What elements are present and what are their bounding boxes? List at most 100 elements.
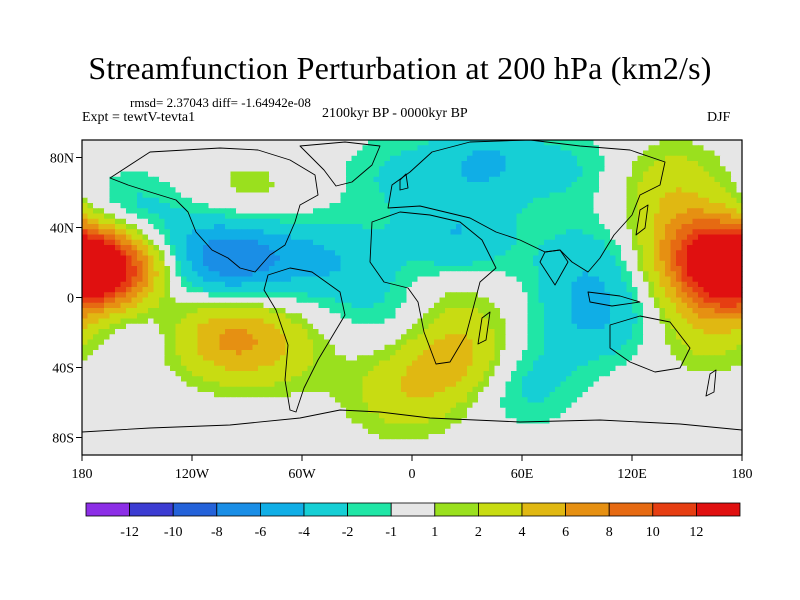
- field-cell: [142, 197, 149, 204]
- field-cell: [467, 229, 474, 236]
- field-cell: [142, 281, 149, 288]
- field-cell: [357, 271, 364, 278]
- field-cell: [648, 323, 655, 330]
- field-cell: [505, 297, 512, 304]
- field-cell: [500, 218, 507, 225]
- field-cell: [186, 176, 193, 183]
- field-cell: [329, 166, 336, 173]
- field-cell: [720, 176, 727, 183]
- field-cell: [538, 329, 545, 335]
- field-cell: [560, 192, 567, 199]
- field-cell: [676, 250, 683, 257]
- field-cell: [406, 271, 413, 278]
- field-cell: [527, 339, 534, 346]
- field-cell: [335, 150, 342, 157]
- field-cell: [439, 287, 446, 293]
- field-cell: [659, 318, 666, 325]
- field-cell: [687, 287, 694, 293]
- field-cell: [434, 339, 441, 346]
- field-cell: [208, 182, 215, 188]
- field-cell: [346, 308, 353, 314]
- field-cell: [104, 292, 111, 299]
- field-cell: [285, 339, 292, 346]
- field-cell: [582, 266, 589, 272]
- field-cell: [164, 329, 171, 335]
- field-cell: [615, 308, 622, 314]
- field-cell: [692, 224, 699, 230]
- field-cell: [516, 176, 523, 183]
- field-cell: [373, 260, 380, 267]
- field-cell: [82, 271, 89, 278]
- field-cell: [340, 203, 347, 209]
- field-cell: [593, 150, 600, 157]
- field-cell: [247, 266, 254, 272]
- field-cell: [505, 234, 512, 241]
- field-cell: [219, 187, 226, 194]
- field-cell: [599, 287, 606, 293]
- field-cell: [560, 150, 567, 157]
- field-cell: [104, 155, 111, 162]
- field-cell: [324, 213, 331, 220]
- field-cell: [362, 176, 369, 183]
- field-cell: [247, 239, 254, 246]
- field-cell: [731, 344, 738, 351]
- field-cell: [175, 276, 182, 283]
- field-cell: [302, 323, 309, 330]
- field-cell: [632, 229, 639, 236]
- field-cell: [335, 313, 342, 320]
- field-cell: [390, 339, 397, 346]
- field-cell: [736, 182, 743, 188]
- field-cell: [269, 313, 276, 320]
- field-cell: [104, 355, 111, 362]
- field-cell: [269, 266, 276, 272]
- field-cell: [192, 334, 199, 341]
- field-cell: [445, 266, 452, 272]
- field-cell: [428, 334, 435, 341]
- field-cell: [423, 140, 430, 146]
- field-cell: [390, 308, 397, 314]
- field-cell: [252, 166, 259, 173]
- field-cell: [478, 166, 485, 173]
- field-cell: [582, 323, 589, 330]
- field-cell: [511, 224, 518, 230]
- field-cell: [720, 171, 727, 178]
- field-cell: [626, 171, 633, 178]
- field-cell: [593, 250, 600, 257]
- field-cell: [175, 260, 182, 267]
- field-cell: [566, 313, 573, 320]
- field-cell: [472, 182, 479, 188]
- field-cell: [687, 308, 694, 314]
- field-cell: [593, 350, 600, 356]
- field-cell: [98, 287, 105, 293]
- field-cell: [703, 213, 710, 220]
- field-cell: [703, 166, 710, 173]
- field-cell: [87, 292, 94, 299]
- field-cell: [505, 260, 512, 267]
- field-cell: [445, 281, 452, 288]
- field-cell: [632, 255, 639, 262]
- field-cell: [538, 313, 545, 320]
- field-cell: [181, 239, 188, 246]
- field-cell: [241, 287, 248, 293]
- field-cell: [247, 313, 254, 320]
- field-cell: [197, 339, 204, 346]
- field-cell: [291, 318, 298, 325]
- field-cell: [643, 350, 650, 356]
- field-cell: [505, 224, 512, 230]
- field-cell: [313, 255, 320, 262]
- field-cell: [313, 218, 320, 225]
- field-cell: [236, 171, 243, 178]
- field-cell: [175, 339, 182, 346]
- field-cell: [483, 313, 490, 320]
- field-cell: [258, 145, 265, 152]
- field-cell: [406, 245, 413, 251]
- field-cell: [643, 297, 650, 304]
- field-cell: [621, 218, 628, 225]
- field-cell: [159, 329, 166, 335]
- field-cell: [236, 192, 243, 199]
- field-cell: [137, 182, 144, 188]
- field-cell: [599, 260, 606, 267]
- field-cell: [703, 234, 710, 241]
- field-cell: [423, 250, 430, 257]
- field-cell: [516, 229, 523, 236]
